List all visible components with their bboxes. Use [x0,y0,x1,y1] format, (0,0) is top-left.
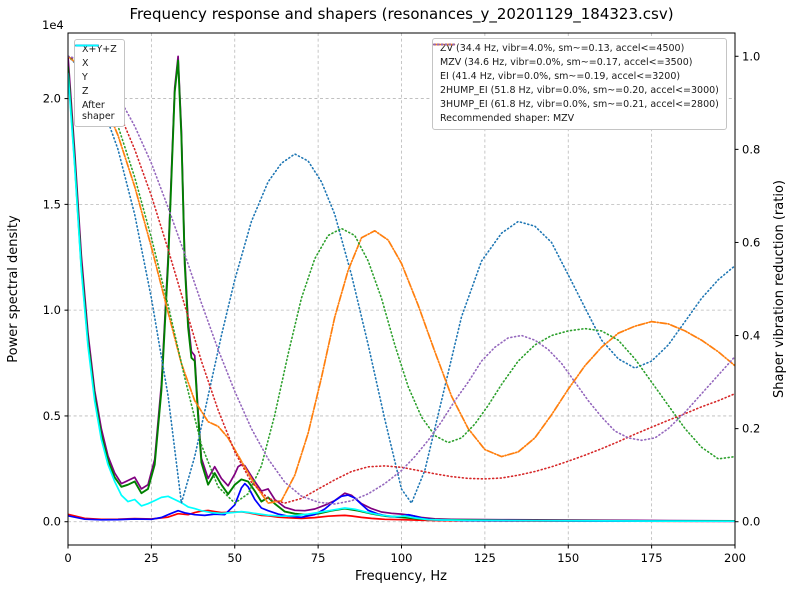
legend-item-after: After shaper [75,44,117,123]
legend-psd: X+Y+Z X Y Z After shaper [74,39,125,128]
legend-item-y: Y [75,44,117,84]
legend-item-zv: ZV (34.4 Hz, vibr=4.0%, sm~=0.13, accel<… [433,43,719,55]
x-tick-label: 0 [64,551,71,565]
series-2hump_ei [68,55,735,504]
x-tick-label: 100 [391,551,413,565]
x-tick-label: 150 [557,551,579,565]
axes-layer: 0 25 50 75 100 125 150 175 200 0.0 0.5 1.0 1.5 2.0 0.0… [43,32,760,565]
y-right-tick-label: 0.6 [742,235,760,249]
y-left-axis-label: Power spectral density [6,215,21,363]
recommended-shaper-text: Recommended shaper: MZV [440,113,575,125]
series-after-shaper [68,72,735,523]
y-left-tick-label: 0.5 [43,409,61,423]
y-left-tick-label: 1.5 [43,197,61,211]
x-tick-label: 175 [641,551,663,565]
y-left-tick-label: 1.0 [43,303,61,317]
y-right-tick-label: 0.8 [742,142,760,156]
legend-line-sample [433,43,457,46]
legend-item-label: Z [82,86,89,98]
x-tick-label: 50 [227,551,242,565]
legend-item-label: After shaper [82,100,115,123]
y-right-tick-label: 1.0 [742,49,760,63]
y-right-tick-label: 0.0 [742,515,760,529]
legend-recommended-note: Recommended shaper: MZV [440,113,719,125]
x-tick-label: 125 [474,551,496,565]
series-mzv [68,55,735,504]
legend-item-3hump_ei: 3HUMP_EI (61.8 Hz, vibr=0.0%, sm~=0.21, … [433,43,719,111]
legend-item-label: 2HUMP_EI (51.8 Hz, vibr=0.0%, sm~=0.20, … [440,85,719,97]
legend-item-x: X [75,44,117,70]
y-right-axis-label: Shaper vibration reduction (ratio) [772,180,787,398]
legend-item-label: ZV (34.4 Hz, vibr=4.0%, sm~=0.13, accel<… [440,43,685,55]
y-left-tick-label: 2.0 [43,92,61,106]
series-x+y+z [68,55,735,522]
y-right-tick-label: 0.4 [742,329,760,343]
legend-shapers: ZV (34.4 Hz, vibr=4.0%, sm~=0.13, accel<… [432,38,727,130]
legend-item-2hump_ei: 2HUMP_EI (51.8 Hz, vibr=0.0%, sm~=0.20, … [433,43,719,97]
legend-item-ei: EI (41.4 Hz, vibr=0.0%, sm~=0.19, accel<… [433,43,719,83]
legend-line-sample [433,39,457,50]
legend-item-z: Z [75,44,117,98]
series-ei [68,55,735,504]
x-tick-label: 25 [144,551,159,565]
legend-item-label: X [82,58,89,70]
x-tick-label: 200 [724,551,746,565]
legend-item-label: EI (41.4 Hz, vibr=0.0%, sm~=0.19, accel<… [440,71,681,83]
legend-line-sample [75,44,99,47]
legend-item-label: X+Y+Z [82,44,117,56]
y-right-tick-label: 0.2 [742,422,760,436]
y-left-offset-text: 1e4 [42,18,64,32]
chart-title: Frequency response and shapers (resonanc… [129,5,674,23]
series-layer [68,55,735,523]
legend-item-label: MZV (34.6 Hz, vibr=0.0%, sm~=0.17, accel… [440,57,693,69]
legend-item-label: Y [82,72,88,84]
legend-item-mzv: MZV (34.6 Hz, vibr=0.0%, sm~=0.17, accel… [433,43,719,69]
series-3hump_ei [68,55,735,505]
legend-item-label: 3HUMP_EI (61.8 Hz, vibr=0.0%, sm~=0.21, … [440,99,719,111]
y-left-tick-label: 0.0 [43,515,61,529]
x-tick-label: 75 [311,551,326,565]
series-zv [68,55,735,504]
x-axis-label: Frequency, Hz [355,569,447,584]
